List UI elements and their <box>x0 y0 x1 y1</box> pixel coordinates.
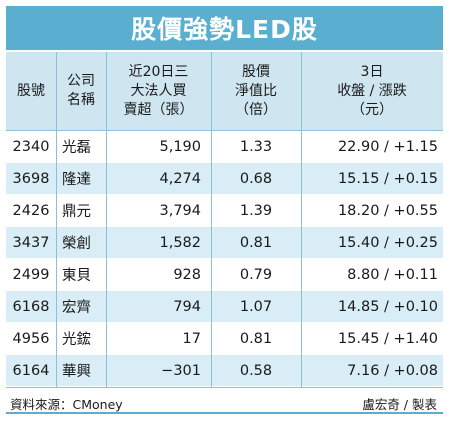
cell-net-buy: 3,794 <box>159 202 201 219</box>
cell-price-change: 8.80 / +0.11 <box>347 266 438 283</box>
table-title: 股價強勢LED股 <box>131 15 318 44</box>
table-row: 6164 華興 −301 0.58 7.16 / +0.08 <box>6 355 443 386</box>
header-code: 股號 <box>6 52 56 130</box>
bottom-rule <box>6 412 443 414</box>
table-row: 4956 光鋐 17 0.81 15.45 / +1.40 <box>6 323 443 354</box>
table-header: 股號 公司 名稱 近20日三 大法人買 賣超（張） 股價 淨值比 （倍） 3日 … <box>6 52 443 130</box>
header-name: 公司 名稱 <box>56 52 106 130</box>
column-divider <box>301 52 302 388</box>
header-line: 股號 <box>17 82 45 99</box>
cell-net-buy: −301 <box>161 362 201 379</box>
header-line: 近20日三 <box>128 63 189 80</box>
table-row: 2340 光磊 5,190 1.33 22.90 / +1.15 <box>6 131 443 162</box>
cell-pb: 0.68 <box>239 170 273 187</box>
cell-name: 宏齊 <box>62 300 91 316</box>
cell-name: 鼎元 <box>62 204 91 220</box>
source-note: 資料來源：CMoney <box>10 397 123 412</box>
cell-net-buy: 1,582 <box>159 234 201 251</box>
cell-pb: 0.81 <box>239 330 273 347</box>
cell-code: 6164 <box>12 362 50 379</box>
cell-pb: 1.07 <box>239 298 273 315</box>
cell-net-buy: 794 <box>173 298 201 315</box>
cell-price-change: 7.16 / +0.08 <box>347 362 438 379</box>
column-divider <box>106 52 107 388</box>
table-footer: 資料來源：CMoney 盧宏奇 / 製表 <box>6 388 443 416</box>
cell-pb: 0.81 <box>239 234 273 251</box>
cell-code: 6168 <box>12 298 50 315</box>
cell-pb: 0.79 <box>239 266 273 283</box>
table-row: 2426 鼎元 3,794 1.39 18.20 / +0.55 <box>6 195 443 226</box>
header-line: 名稱 <box>67 92 95 108</box>
header-pb: 股價 淨值比 （倍） <box>211 52 301 130</box>
cell-net-buy: 5,190 <box>159 138 201 155</box>
cell-pb: 1.33 <box>239 138 273 155</box>
header-line: 3日 <box>360 63 384 80</box>
header-line: 股價 <box>242 63 270 80</box>
cell-code: 3698 <box>12 170 50 187</box>
table-row: 3698 隆達 4,274 0.68 15.15 / +0.15 <box>6 163 443 194</box>
body-bottom-divider <box>6 387 443 388</box>
title-bar: 股價強勢LED股 <box>6 6 443 50</box>
column-divider <box>56 52 57 388</box>
cell-name: 榮創 <box>62 236 91 252</box>
cell-net-buy: 4,274 <box>159 170 201 187</box>
header-line: （元） <box>351 101 393 118</box>
cell-price-change: 15.40 / +0.25 <box>337 234 438 251</box>
column-divider <box>211 52 212 388</box>
header-line: 收盤 / 漲跌 <box>337 82 407 99</box>
cell-code: 2499 <box>12 266 50 283</box>
cell-name: 隆達 <box>62 172 91 188</box>
cell-price-change: 15.15 / +0.15 <box>337 170 438 187</box>
header-net-buy: 近20日三 大法人買 賣超（張） <box>106 52 211 130</box>
table-row: 2499 東貝 928 0.79 8.80 / +0.11 <box>6 259 443 290</box>
cell-pb: 1.39 <box>239 202 273 219</box>
table-card: 股價強勢LED股 股號 公司 名稱 近20日三 大法人買 賣超（張） 股價 淨值… <box>6 6 443 420</box>
cell-net-buy: 17 <box>182 330 201 347</box>
cell-code: 2426 <box>12 202 50 219</box>
credit-note: 盧宏奇 / 製表 <box>362 397 437 412</box>
header-line: （倍） <box>235 101 277 118</box>
cell-net-buy: 928 <box>173 266 201 283</box>
cell-code: 3437 <box>12 234 50 251</box>
cell-name: 光磊 <box>62 140 91 156</box>
table-row: 3437 榮創 1,582 0.81 15.40 / +0.25 <box>6 227 443 258</box>
table-row: 6168 宏齊 794 1.07 14.85 / +0.10 <box>6 291 443 322</box>
header-line: 大法人買 <box>130 82 187 99</box>
cell-code: 2340 <box>12 138 50 155</box>
header-divider <box>6 130 443 131</box>
cell-price-change: 14.85 / +0.10 <box>337 298 438 315</box>
header-price: 3日 收盤 / 漲跌 （元） <box>301 52 443 130</box>
cell-price-change: 22.90 / +1.15 <box>337 138 438 155</box>
cell-code: 4956 <box>12 330 50 347</box>
cell-price-change: 15.45 / +1.40 <box>337 330 438 347</box>
header-line: 賣超（張） <box>123 101 194 118</box>
cell-name: 東貝 <box>62 268 91 284</box>
header-line: 淨值比 <box>235 82 277 99</box>
cell-pb: 0.58 <box>239 362 273 379</box>
header-line: 公司 <box>67 73 95 89</box>
cell-price-change: 18.20 / +0.55 <box>337 202 438 219</box>
cell-name: 華興 <box>62 364 91 380</box>
cell-name: 光鋐 <box>62 332 91 348</box>
